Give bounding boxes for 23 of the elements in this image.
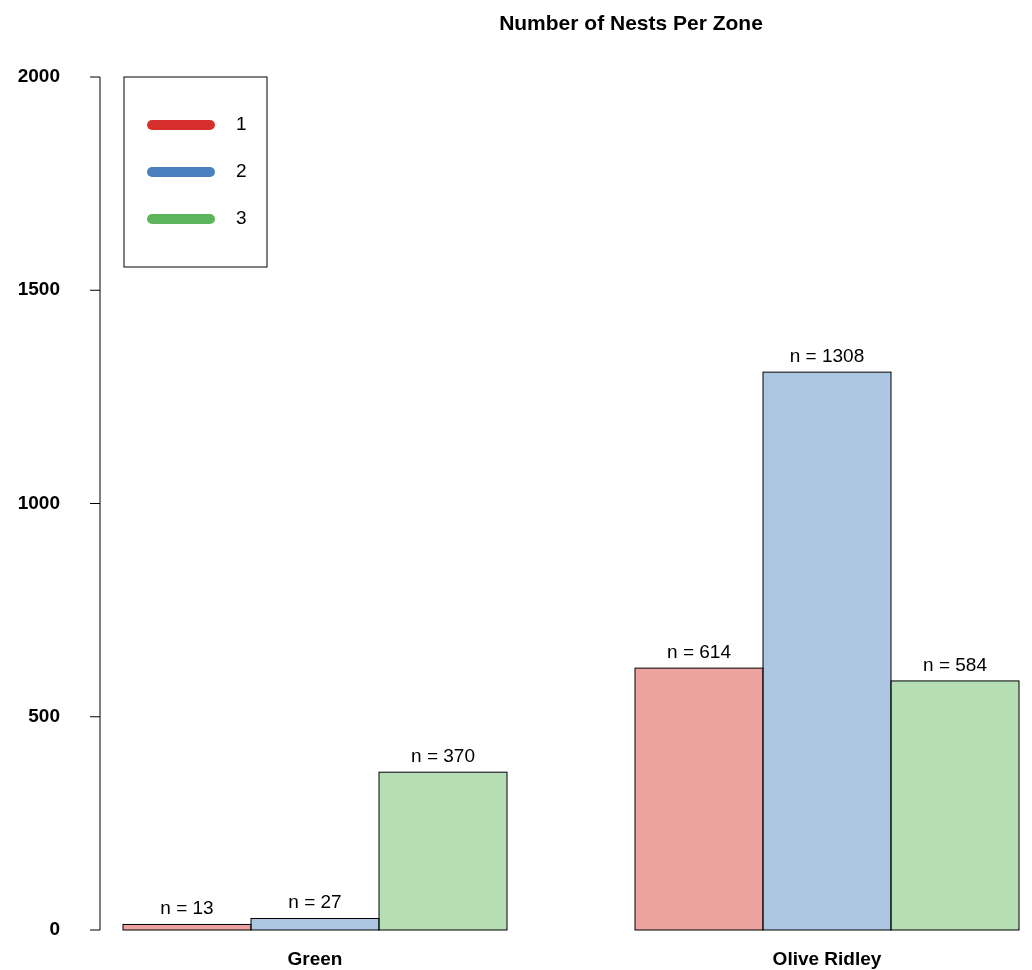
chart-title: Number of Nests Per Zone — [499, 11, 763, 34]
legend-label: 3 — [236, 207, 247, 229]
y-tick-label: 2000 — [17, 65, 60, 87]
y-tick-label: 0 — [49, 918, 60, 940]
bar — [890, 680, 1020, 931]
bar — [122, 923, 252, 931]
y-tick-label: 500 — [28, 704, 60, 726]
bar — [378, 771, 508, 931]
data-label: n = 370 — [411, 745, 475, 767]
bar — [762, 371, 892, 931]
y-tick-label: 1500 — [17, 278, 60, 300]
x-tick-label: Green — [287, 948, 343, 969]
bar — [250, 917, 380, 931]
data-label: n = 584 — [923, 653, 988, 675]
data-label: n = 27 — [288, 891, 342, 913]
x-tick-label: Olive Ridley — [772, 948, 882, 969]
legend-label: 1 — [236, 113, 247, 135]
bar — [634, 667, 764, 931]
legend-label: 2 — [236, 160, 247, 182]
data-label: n = 614 — [667, 641, 732, 663]
y-tick-label: 1000 — [17, 491, 60, 513]
data-label: n = 1308 — [789, 345, 865, 367]
data-label: n = 13 — [160, 897, 214, 919]
